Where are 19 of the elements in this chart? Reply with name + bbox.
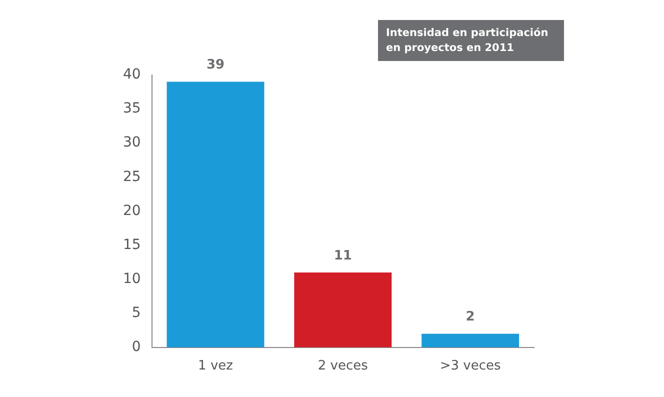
y-tick-label: 0: [132, 339, 141, 356]
data-label: 2: [466, 310, 475, 325]
bar: [294, 272, 392, 348]
y-tick-label: 5: [132, 304, 141, 321]
bar: [422, 334, 520, 348]
chart-title: Intensidad en participación en proyectos en 2011: [378, 20, 564, 62]
y-tick-label: 10: [122, 270, 141, 287]
x-tick-label: 1 vez: [198, 358, 234, 374]
data-label: 39: [206, 58, 225, 73]
y-tick-label: 20: [122, 202, 141, 219]
y-tick-label: 40: [122, 66, 141, 83]
x-tick-label: >3 veces: [440, 358, 501, 374]
data-label: 11: [334, 248, 352, 264]
y-tick-label: 15: [122, 236, 141, 253]
y-tick-label: 25: [122, 168, 141, 185]
bar: [166, 82, 264, 348]
y-tick-label: 30: [122, 134, 141, 151]
y-tick-label: 35: [122, 100, 141, 117]
x-tick-label: 2 veces: [318, 358, 368, 374]
